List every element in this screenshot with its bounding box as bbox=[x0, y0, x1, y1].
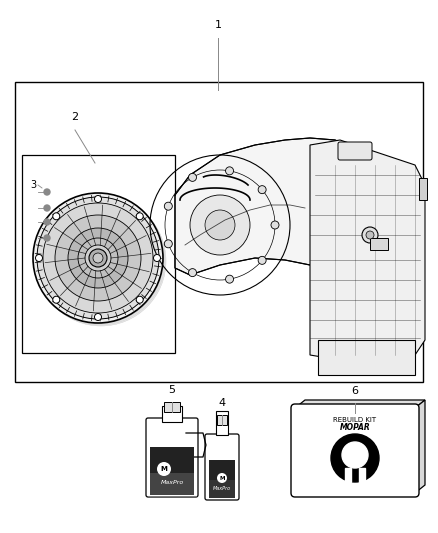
Circle shape bbox=[35, 195, 165, 325]
Circle shape bbox=[93, 253, 103, 263]
Circle shape bbox=[205, 210, 235, 240]
Circle shape bbox=[362, 227, 378, 243]
Circle shape bbox=[95, 196, 102, 203]
FancyBboxPatch shape bbox=[338, 142, 372, 160]
Circle shape bbox=[366, 231, 374, 239]
Circle shape bbox=[136, 296, 143, 303]
Polygon shape bbox=[295, 400, 425, 408]
Circle shape bbox=[36, 196, 166, 326]
Circle shape bbox=[68, 228, 128, 288]
Circle shape bbox=[157, 462, 171, 476]
Circle shape bbox=[226, 167, 233, 175]
Text: M: M bbox=[161, 466, 167, 472]
Bar bbox=[370, 238, 388, 250]
Text: REBUILD KIT: REBUILD KIT bbox=[333, 417, 377, 423]
Circle shape bbox=[53, 296, 60, 303]
Text: 3: 3 bbox=[30, 180, 36, 190]
Bar bbox=[150, 447, 194, 475]
Circle shape bbox=[44, 235, 50, 241]
Circle shape bbox=[44, 189, 50, 195]
Circle shape bbox=[44, 205, 50, 211]
Bar bbox=[419, 178, 427, 200]
Text: MaxPro: MaxPro bbox=[160, 481, 184, 486]
Circle shape bbox=[188, 269, 197, 277]
Circle shape bbox=[43, 203, 153, 313]
Bar bbox=[209, 460, 235, 482]
Circle shape bbox=[190, 195, 250, 255]
Text: 6: 6 bbox=[352, 386, 358, 396]
Text: MOPAR: MOPAR bbox=[339, 424, 371, 432]
Circle shape bbox=[89, 249, 107, 267]
Circle shape bbox=[331, 434, 379, 482]
Bar bbox=[359, 468, 365, 482]
Circle shape bbox=[53, 213, 60, 220]
Circle shape bbox=[217, 473, 227, 483]
Bar bbox=[217, 415, 227, 425]
Text: M: M bbox=[219, 475, 225, 481]
Bar bbox=[216, 411, 228, 435]
Circle shape bbox=[78, 238, 118, 278]
Circle shape bbox=[226, 275, 233, 283]
Polygon shape bbox=[310, 140, 425, 360]
Circle shape bbox=[271, 221, 279, 229]
Circle shape bbox=[35, 254, 42, 262]
Text: 4: 4 bbox=[219, 398, 226, 408]
Text: MaxPro: MaxPro bbox=[213, 486, 231, 490]
Polygon shape bbox=[415, 400, 425, 493]
FancyBboxPatch shape bbox=[146, 418, 198, 497]
Circle shape bbox=[164, 240, 172, 248]
Bar bbox=[164, 402, 180, 412]
Circle shape bbox=[85, 245, 111, 271]
Circle shape bbox=[258, 256, 266, 264]
Text: 5: 5 bbox=[169, 385, 176, 395]
Circle shape bbox=[258, 185, 266, 193]
Circle shape bbox=[34, 194, 164, 324]
FancyBboxPatch shape bbox=[205, 434, 239, 500]
Bar bbox=[15, 82, 423, 382]
Circle shape bbox=[33, 193, 163, 323]
Circle shape bbox=[44, 219, 50, 225]
Bar bbox=[22, 155, 175, 353]
Text: 1: 1 bbox=[215, 20, 222, 30]
Bar bbox=[209, 480, 235, 498]
Circle shape bbox=[136, 213, 143, 220]
Circle shape bbox=[164, 202, 172, 210]
Circle shape bbox=[55, 215, 141, 301]
Bar bbox=[345, 468, 351, 482]
Polygon shape bbox=[318, 340, 415, 375]
Polygon shape bbox=[175, 138, 415, 275]
Circle shape bbox=[342, 442, 368, 468]
Circle shape bbox=[37, 197, 159, 319]
Circle shape bbox=[95, 313, 102, 320]
FancyBboxPatch shape bbox=[291, 404, 419, 497]
Circle shape bbox=[153, 254, 160, 262]
Bar bbox=[162, 406, 182, 422]
Circle shape bbox=[188, 173, 197, 181]
Text: 2: 2 bbox=[71, 112, 78, 122]
Bar bbox=[150, 473, 194, 495]
